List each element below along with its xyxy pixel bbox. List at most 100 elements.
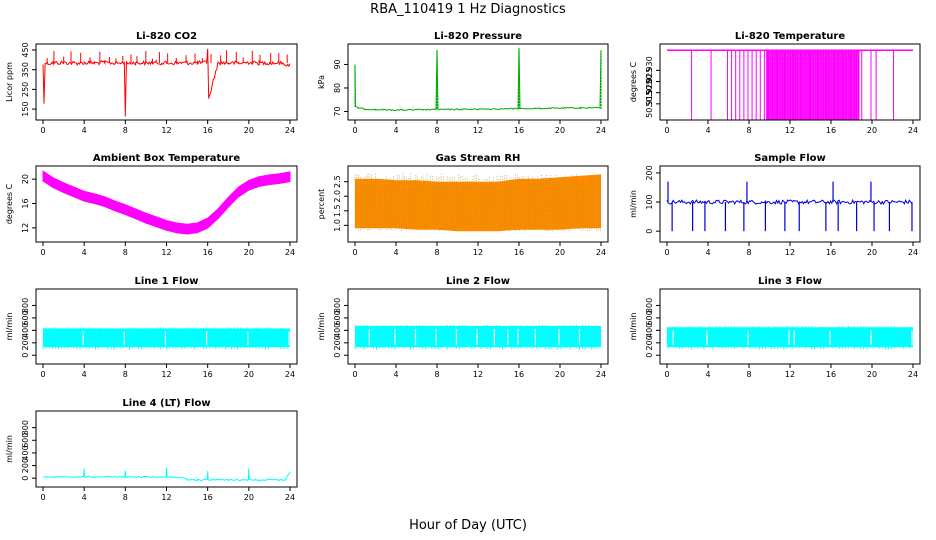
y-tick-label: 450 xyxy=(21,42,30,57)
plot-area xyxy=(42,170,291,235)
y-tick-label: 250 xyxy=(21,82,30,97)
y-axis-label: percent xyxy=(317,189,326,220)
y-tick-label: 1.0 xyxy=(333,219,342,232)
x-tick-label: 0 xyxy=(352,370,357,379)
x-tick-label: 24 xyxy=(908,126,918,135)
x-tick-label: 24 xyxy=(596,248,606,257)
y-axis-label: degrees C xyxy=(629,61,638,102)
y-tick-label: 400 xyxy=(333,323,342,338)
x-tick-label: 0 xyxy=(352,126,357,135)
x-tick-label: 24 xyxy=(908,248,918,257)
x-tick-label: 12 xyxy=(785,370,795,379)
x-tick-label: 0 xyxy=(664,370,669,379)
x-tick-label: 20 xyxy=(555,370,565,379)
x-tick-label: 4 xyxy=(705,370,710,379)
x-tick-label: 8 xyxy=(123,370,128,379)
x-tick-label: 12 xyxy=(785,248,795,257)
panel-frame xyxy=(35,43,298,121)
y-tick-label: 50.925 xyxy=(645,68,654,96)
plot-area xyxy=(354,172,601,232)
panel-title: Line 3 Flow xyxy=(758,276,822,287)
x-tick-label: 24 xyxy=(908,370,918,379)
y-tick-label: 800 xyxy=(21,298,30,313)
y-tick-label: 0 xyxy=(645,353,654,358)
x-tick-label: 16 xyxy=(514,370,524,379)
figure-title: RBA_110419 1 Hz Diagnostics xyxy=(370,2,566,17)
panel-title: Line 1 Flow xyxy=(135,276,199,287)
y-tick-label: 100 xyxy=(645,194,654,209)
x-tick-label: 0 xyxy=(664,248,669,257)
panel-6: Sample Flow 0 4 8 12 16 20 24 0 100 200 ml/min xyxy=(629,153,921,257)
y-tick-label: 20 xyxy=(21,174,30,184)
x-tick-label: 20 xyxy=(244,493,254,502)
x-tick-label: 16 xyxy=(203,493,213,502)
y-tick-label: 200 xyxy=(333,335,342,350)
x-tick-label: 24 xyxy=(285,370,295,379)
y-tick-label: 50.930 xyxy=(645,56,654,84)
plot-area xyxy=(42,467,291,482)
x-tick-label: 8 xyxy=(123,248,128,257)
x-tick-label: 16 xyxy=(826,248,836,257)
x-tick-label: 8 xyxy=(434,126,439,135)
plot-area xyxy=(666,326,913,350)
panel-3: Li-820 Temperature 0 4 8 12 16 20 24 50.91550.92… xyxy=(629,31,921,135)
panel-title: Li-820 Temperature xyxy=(735,31,845,42)
x-tick-label: 12 xyxy=(473,126,483,135)
x-tick-label: 16 xyxy=(514,126,524,135)
y-tick-label: 350 xyxy=(21,62,30,77)
y-axis-label: ml/min xyxy=(5,313,14,341)
y-axis-label: ml/min xyxy=(629,313,638,341)
panel-title: Line 4 (LT) Flow xyxy=(122,398,210,409)
x-tick-label: 20 xyxy=(244,126,254,135)
panel-title: Li-820 CO2 xyxy=(136,31,197,42)
y-tick-label: 2.5 xyxy=(333,175,342,188)
y-tick-label: 50.915 xyxy=(645,90,654,118)
y-tick-label: 50.920 xyxy=(645,79,654,107)
y-tick-label: 400 xyxy=(21,445,30,460)
y-tick-label: 1.5 xyxy=(333,204,342,217)
flow-band xyxy=(667,327,913,348)
y-tick-label: 150 xyxy=(21,101,30,116)
x-tick-label: 24 xyxy=(285,493,295,502)
x-tick-label: 20 xyxy=(244,370,254,379)
x-tick-label: 20 xyxy=(555,126,565,135)
figure-xlabel: Hour of Day (UTC) xyxy=(409,518,527,533)
panel-frame xyxy=(35,288,298,365)
x-tick-label: 0 xyxy=(352,248,357,257)
x-tick-label: 16 xyxy=(203,370,213,379)
x-tick-label: 4 xyxy=(82,126,87,135)
plot-area xyxy=(354,47,602,112)
series-line xyxy=(354,47,602,112)
x-tick-label: 0 xyxy=(664,126,669,135)
x-tick-label: 12 xyxy=(161,248,171,257)
y-tick-label: 0 xyxy=(645,229,654,234)
y-tick-label: 200 xyxy=(645,335,654,350)
panel-frame xyxy=(347,43,609,121)
panel-4: Ambient Box Temperature 0 4 8 12 16 20 24 12 16 20… xyxy=(5,153,298,257)
x-tick-label: 4 xyxy=(82,370,87,379)
x-tick-label: 12 xyxy=(473,248,483,257)
plot-area xyxy=(667,49,913,120)
x-tick-label: 16 xyxy=(203,248,213,257)
flow-line xyxy=(666,198,913,206)
rh-band xyxy=(355,174,601,232)
x-tick-label: 20 xyxy=(555,248,565,257)
x-tick-label: 24 xyxy=(285,126,295,135)
x-tick-label: 8 xyxy=(746,126,751,135)
x-tick-label: 8 xyxy=(123,126,128,135)
x-tick-label: 0 xyxy=(40,248,45,257)
y-axis-label: ml/min xyxy=(629,190,638,218)
y-axis-label: Licor ppm xyxy=(5,62,14,102)
x-tick-label: 16 xyxy=(826,370,836,379)
y-tick-label: 200 xyxy=(21,458,30,473)
x-tick-label: 8 xyxy=(434,370,439,379)
x-tick-label: 12 xyxy=(161,493,171,502)
x-tick-label: 24 xyxy=(285,248,295,257)
y-tick-label: 90 xyxy=(333,59,342,69)
series-line xyxy=(42,467,291,482)
x-tick-label: 12 xyxy=(161,370,171,379)
y-tick-label: 800 xyxy=(21,420,30,435)
